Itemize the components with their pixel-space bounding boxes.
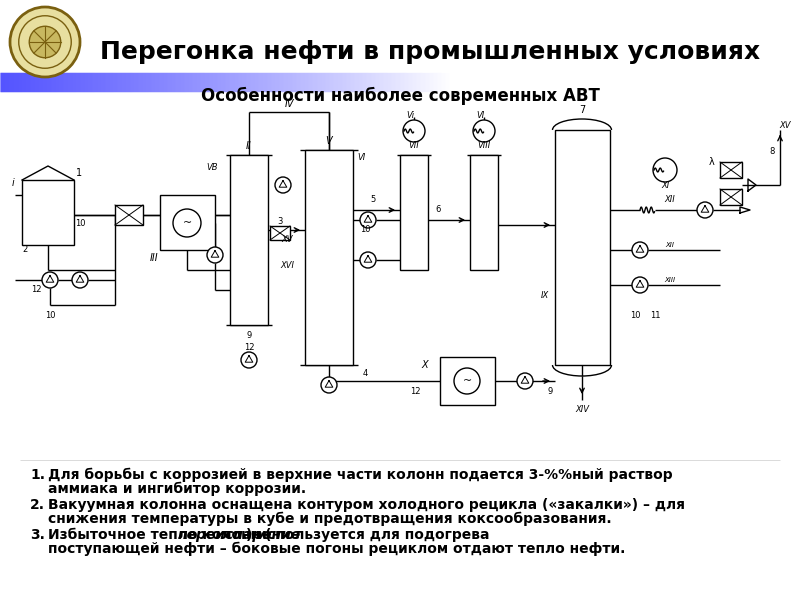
Text: V: V	[326, 136, 332, 146]
Text: Вакуумная колонна оснащена контуром холодного рецикла («закалки») – для: Вакуумная колонна оснащена контуром холо…	[48, 498, 685, 512]
Circle shape	[473, 120, 495, 142]
Text: 6: 6	[435, 205, 441, 214]
Circle shape	[72, 272, 88, 288]
Text: ~: ~	[462, 376, 472, 386]
Text: Для борьбы с коррозией в верхние части колонн подается 3-%%ный раствор: Для борьбы с коррозией в верхние части к…	[48, 468, 673, 482]
Text: III: III	[150, 253, 158, 263]
Text: IV: IV	[284, 99, 294, 109]
Text: переиспарение: переиспарение	[178, 528, 302, 542]
Circle shape	[207, 247, 223, 263]
Text: XIV: XIV	[575, 406, 589, 415]
Text: 1: 1	[76, 168, 82, 178]
Text: 10: 10	[74, 220, 86, 229]
Text: 10: 10	[630, 311, 640, 319]
Text: XV: XV	[282, 235, 293, 245]
Text: 3.: 3.	[30, 528, 45, 542]
Text: аммиака и ингибитор коррозии.: аммиака и ингибитор коррозии.	[48, 482, 306, 496]
Text: VI: VI	[357, 154, 365, 163]
Text: 10: 10	[360, 226, 370, 235]
Text: Перегонка нефти в промышленных условиях: Перегонка нефти в промышленных условиях	[100, 40, 760, 64]
Text: поступающей нефти – боковые погоны рециклом отдают тепло нефти.: поступающей нефти – боковые погоны рецик…	[48, 542, 626, 556]
Bar	[555, 130, 610, 365]
Circle shape	[697, 202, 713, 218]
Text: IX: IX	[541, 290, 549, 299]
Circle shape	[632, 277, 648, 293]
Text: 9: 9	[547, 386, 553, 395]
Text: 7: 7	[579, 105, 585, 115]
Text: 2.: 2.	[30, 498, 45, 512]
Bar	[115, 205, 143, 225]
Text: VI: VI	[476, 110, 484, 119]
Circle shape	[42, 272, 58, 288]
Text: XV: XV	[779, 121, 790, 130]
Bar	[720, 189, 742, 205]
Text: 4: 4	[362, 368, 368, 377]
Circle shape	[454, 368, 480, 394]
Circle shape	[30, 26, 61, 58]
Text: XII: XII	[665, 196, 675, 205]
Text: Избыточное тепло колонн (: Избыточное тепло колонн (	[48, 528, 271, 542]
Bar	[440, 357, 495, 405]
Circle shape	[653, 158, 677, 182]
Text: ) используется для подогрева: ) используется для подогрева	[246, 528, 489, 542]
Circle shape	[275, 177, 291, 193]
Text: 2: 2	[22, 245, 27, 254]
Text: X: X	[422, 360, 428, 370]
Circle shape	[632, 242, 648, 258]
Text: VB: VB	[206, 163, 218, 172]
Bar	[470, 155, 498, 270]
Bar	[230, 155, 268, 325]
Text: снижения температуры в кубе и предотвращения коксообразования.: снижения температуры в кубе и предотвращ…	[48, 512, 612, 526]
Text: λ: λ	[709, 157, 715, 167]
Circle shape	[360, 252, 376, 268]
Text: Vi: Vi	[406, 110, 414, 119]
Bar	[720, 162, 742, 178]
Bar	[160, 195, 215, 250]
Text: 10: 10	[45, 311, 55, 319]
Text: Особенности наиболее современных АВТ: Особенности наиболее современных АВТ	[201, 87, 599, 105]
Circle shape	[173, 209, 201, 237]
Text: 9: 9	[246, 331, 252, 340]
Text: VII: VII	[409, 142, 419, 151]
Circle shape	[241, 352, 257, 368]
Circle shape	[10, 7, 80, 77]
Text: 8: 8	[770, 148, 774, 157]
Circle shape	[403, 120, 425, 142]
Text: XII: XII	[666, 242, 674, 248]
Text: 11: 11	[650, 311, 660, 319]
Text: 12: 12	[244, 343, 254, 352]
Text: II: II	[246, 141, 252, 151]
Bar	[22, 180, 74, 245]
Text: i: i	[11, 178, 14, 188]
Bar	[270, 226, 290, 240]
Text: 1.: 1.	[30, 468, 45, 482]
Text: 12: 12	[410, 386, 420, 395]
Text: VIII: VIII	[478, 142, 490, 151]
Text: XI: XI	[661, 181, 669, 190]
Text: 3: 3	[278, 217, 282, 226]
Text: 5: 5	[370, 196, 376, 205]
Circle shape	[360, 212, 376, 228]
Text: ~: ~	[182, 218, 192, 228]
Text: 12: 12	[30, 286, 42, 295]
Text: XVI: XVI	[280, 260, 294, 269]
Circle shape	[321, 377, 337, 393]
Bar	[400, 155, 428, 270]
Bar	[305, 150, 353, 365]
Text: XIII: XIII	[665, 277, 675, 283]
Circle shape	[517, 373, 533, 389]
